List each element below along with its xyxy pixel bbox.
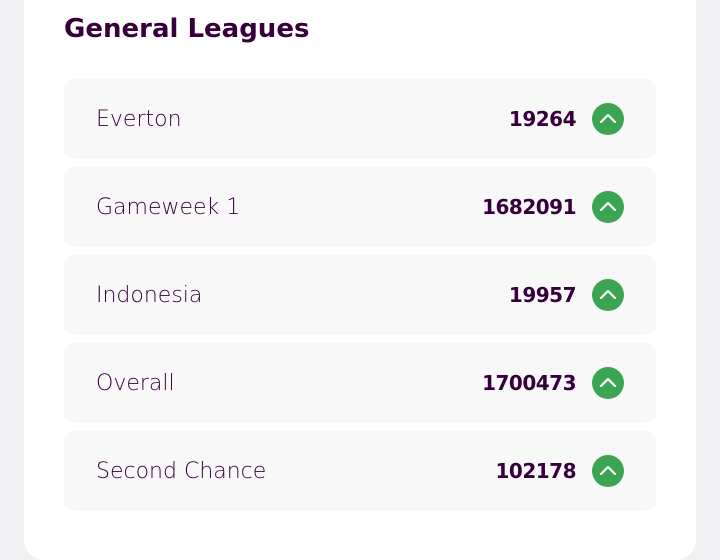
league-row[interactable]: Gameweek 1 1682091 xyxy=(64,167,656,247)
rank-up-icon xyxy=(592,279,624,311)
league-name: Everton xyxy=(96,106,182,132)
rank-up-icon xyxy=(592,367,624,399)
league-rank: 1682091 xyxy=(482,195,576,219)
rank-up-icon xyxy=(592,103,624,135)
league-name: Gameweek 1 xyxy=(96,194,241,220)
league-row[interactable]: Indonesia 19957 xyxy=(64,255,656,335)
league-row[interactable]: Everton 19264 xyxy=(64,79,656,159)
league-list: Everton 19264 Gameweek 1 1682091 Indonesia 19… xyxy=(64,79,656,519)
league-rank: 19957 xyxy=(508,283,577,307)
page: General Leagues Everton 19264 Gameweek 1 16… xyxy=(24,0,696,560)
league-name: Indonesia xyxy=(96,282,203,308)
league-row[interactable]: Overall 1700473 xyxy=(64,343,656,423)
rank-up-icon xyxy=(592,191,624,223)
league-rank: 19264 xyxy=(508,107,577,131)
rank-up-icon xyxy=(592,455,624,487)
title: General Leagues xyxy=(64,14,310,44)
league-rank: 102178 xyxy=(495,459,577,483)
league-name: Overall xyxy=(96,370,175,396)
league-row[interactable]: Second Chance 102178 xyxy=(64,431,656,511)
league-name: Second Chance xyxy=(96,458,267,484)
league-rank: 1700473 xyxy=(482,371,576,395)
